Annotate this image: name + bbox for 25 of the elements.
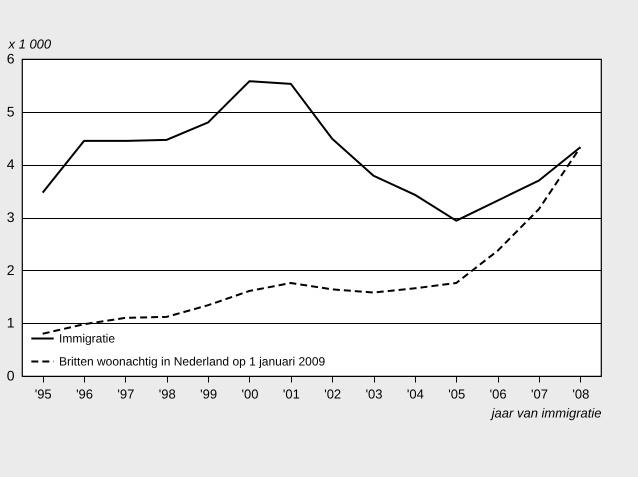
x-tick-label: '97 xyxy=(117,386,134,402)
x-tick-label: '06 xyxy=(490,386,507,402)
y-tick-label: 6 xyxy=(6,50,15,66)
x-tick-label: '08 xyxy=(572,386,590,402)
x-tick-label: '00 xyxy=(241,386,258,402)
x-tick-label: '95 xyxy=(34,386,52,402)
y-tick-label: 3 xyxy=(6,209,15,225)
legend-label: Immigratie xyxy=(59,332,116,346)
y-axis-title: x 1 000 xyxy=(8,36,52,52)
x-tick-label: '01 xyxy=(282,386,300,402)
y-tick-label: 2 xyxy=(6,262,15,278)
legend-label: Britten woonachtig in Nederland op 1 januari 2009 xyxy=(59,354,326,368)
x-tick-label: '07 xyxy=(530,386,548,402)
x-tick-label: '98 xyxy=(158,386,176,402)
x-tick-label: '02 xyxy=(324,386,342,402)
y-tick-label: 4 xyxy=(6,156,15,172)
x-tick-label: '05 xyxy=(448,386,466,402)
y-tick-label: 5 xyxy=(6,103,15,120)
x-axis-title: jaar van immigratie xyxy=(490,406,602,420)
x-tick-label: '99 xyxy=(200,386,218,402)
x-tick-label: '04 xyxy=(406,386,424,402)
y-tick-label: 1 xyxy=(6,314,15,331)
x-tick-label: '96 xyxy=(76,386,94,402)
x-tick-label: '03 xyxy=(366,386,383,402)
y-tick-label: 0 xyxy=(6,368,15,384)
